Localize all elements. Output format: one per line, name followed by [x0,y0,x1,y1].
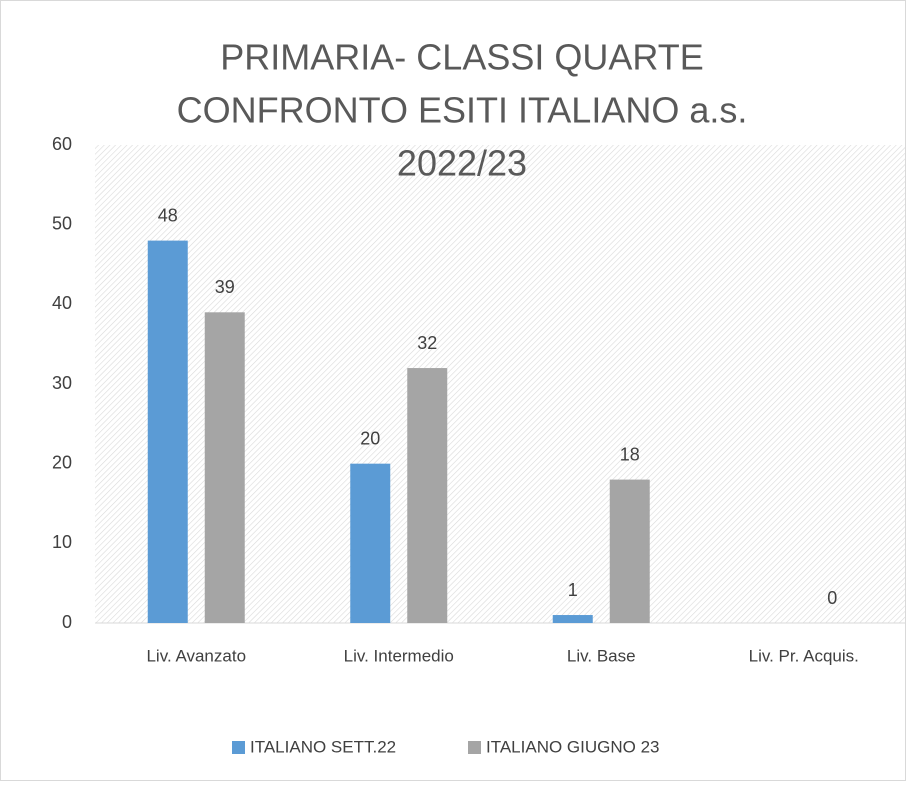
data-label: 18 [620,444,640,464]
y-tick-label: 40 [52,293,72,313]
data-label: 0 [827,588,837,608]
x-tick-label: Liv. Pr. Acquis. [749,646,859,665]
legend-swatch [232,741,245,754]
bar [407,368,448,623]
data-label: 32 [417,333,437,353]
data-label: 48 [158,205,178,225]
legend-label: ITALIANO SETT.22 [250,737,396,756]
bar [552,615,593,623]
bar [609,479,650,623]
x-tick-label: Liv. Avanzato [146,646,246,665]
y-tick-label: 30 [52,373,72,393]
y-tick-label: 10 [52,532,72,552]
y-tick-label: 60 [52,134,72,154]
y-tick-label: 0 [62,612,72,632]
data-label: 1 [568,580,578,600]
chart-title: PRIMARIA- CLASSI QUARTE [220,37,703,78]
y-tick-label: 50 [52,213,72,233]
legend-swatch [468,741,481,754]
y-tick-label: 20 [52,452,72,472]
chart-title: 2022/23 [397,143,527,184]
x-tick-label: Liv. Base [567,646,636,665]
x-tick-label: Liv. Intermedio [344,646,454,665]
bar [350,463,391,623]
bar [147,240,188,623]
chart-title: CONFRONTO ESITI ITALIANO a.s. [177,90,748,131]
bar [204,312,245,623]
data-label: 39 [215,277,235,297]
legend-label: ITALIANO GIUGNO 23 [486,737,660,756]
data-label: 20 [360,428,380,448]
